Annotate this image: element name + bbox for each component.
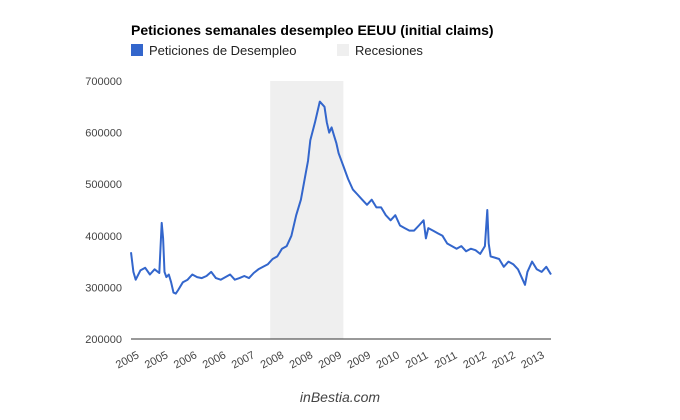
x-tick-label: 2006 xyxy=(201,349,228,371)
y-tick-label: 700000 xyxy=(85,76,122,88)
y-tick-label: 300000 xyxy=(85,282,122,294)
x-tick-label: 2013 xyxy=(519,349,546,371)
series xyxy=(130,100,552,295)
x-tick-label: 2011 xyxy=(433,350,460,372)
y-tick-label: 500000 xyxy=(85,179,122,191)
legend-label-recessions: Recesiones xyxy=(355,43,423,58)
legend-swatch-series xyxy=(131,44,143,56)
legend-label-series: Peticiones de Desempleo xyxy=(149,43,296,58)
y-tick-label: 400000 xyxy=(85,231,122,243)
y-tick-label: 600000 xyxy=(85,128,122,140)
series-line-peticiones xyxy=(130,100,552,295)
x-tick-label: 2008 xyxy=(259,349,286,371)
legend-swatch-recessions xyxy=(337,44,349,56)
x-tick-label: 2012 xyxy=(461,349,488,371)
x-tick-label: 2010 xyxy=(375,349,402,371)
x-tick-label: 2007 xyxy=(230,349,257,371)
y-tick-label: 200000 xyxy=(85,334,122,346)
x-tick-label: 2005 xyxy=(143,349,170,371)
x-tick-label: 2006 xyxy=(172,349,199,371)
x-tick-label: 2005 xyxy=(114,349,141,371)
y-axis-ticks: 700000 600000 500000 400000 300000 200000 xyxy=(85,76,122,346)
recession-bands xyxy=(270,81,344,339)
recession-band xyxy=(270,81,344,339)
x-tick-label: 2008 xyxy=(288,349,315,371)
x-tick-label: 2011 xyxy=(404,350,431,372)
x-tick-label: 2009 xyxy=(346,349,373,371)
x-tick-label: 2009 xyxy=(317,349,344,371)
chart-title: Peticiones semanales desempleo EEUU (ini… xyxy=(131,22,494,38)
x-tick-label: 2012 xyxy=(490,349,517,371)
x-axis-ticks: 2005 2005 2006 2006 2007 2008 2008 2009 2009 2010… xyxy=(114,349,547,371)
legend: Peticiones de Desempleo Recesiones xyxy=(131,43,423,58)
source-credit: inBestia.com xyxy=(300,389,380,405)
